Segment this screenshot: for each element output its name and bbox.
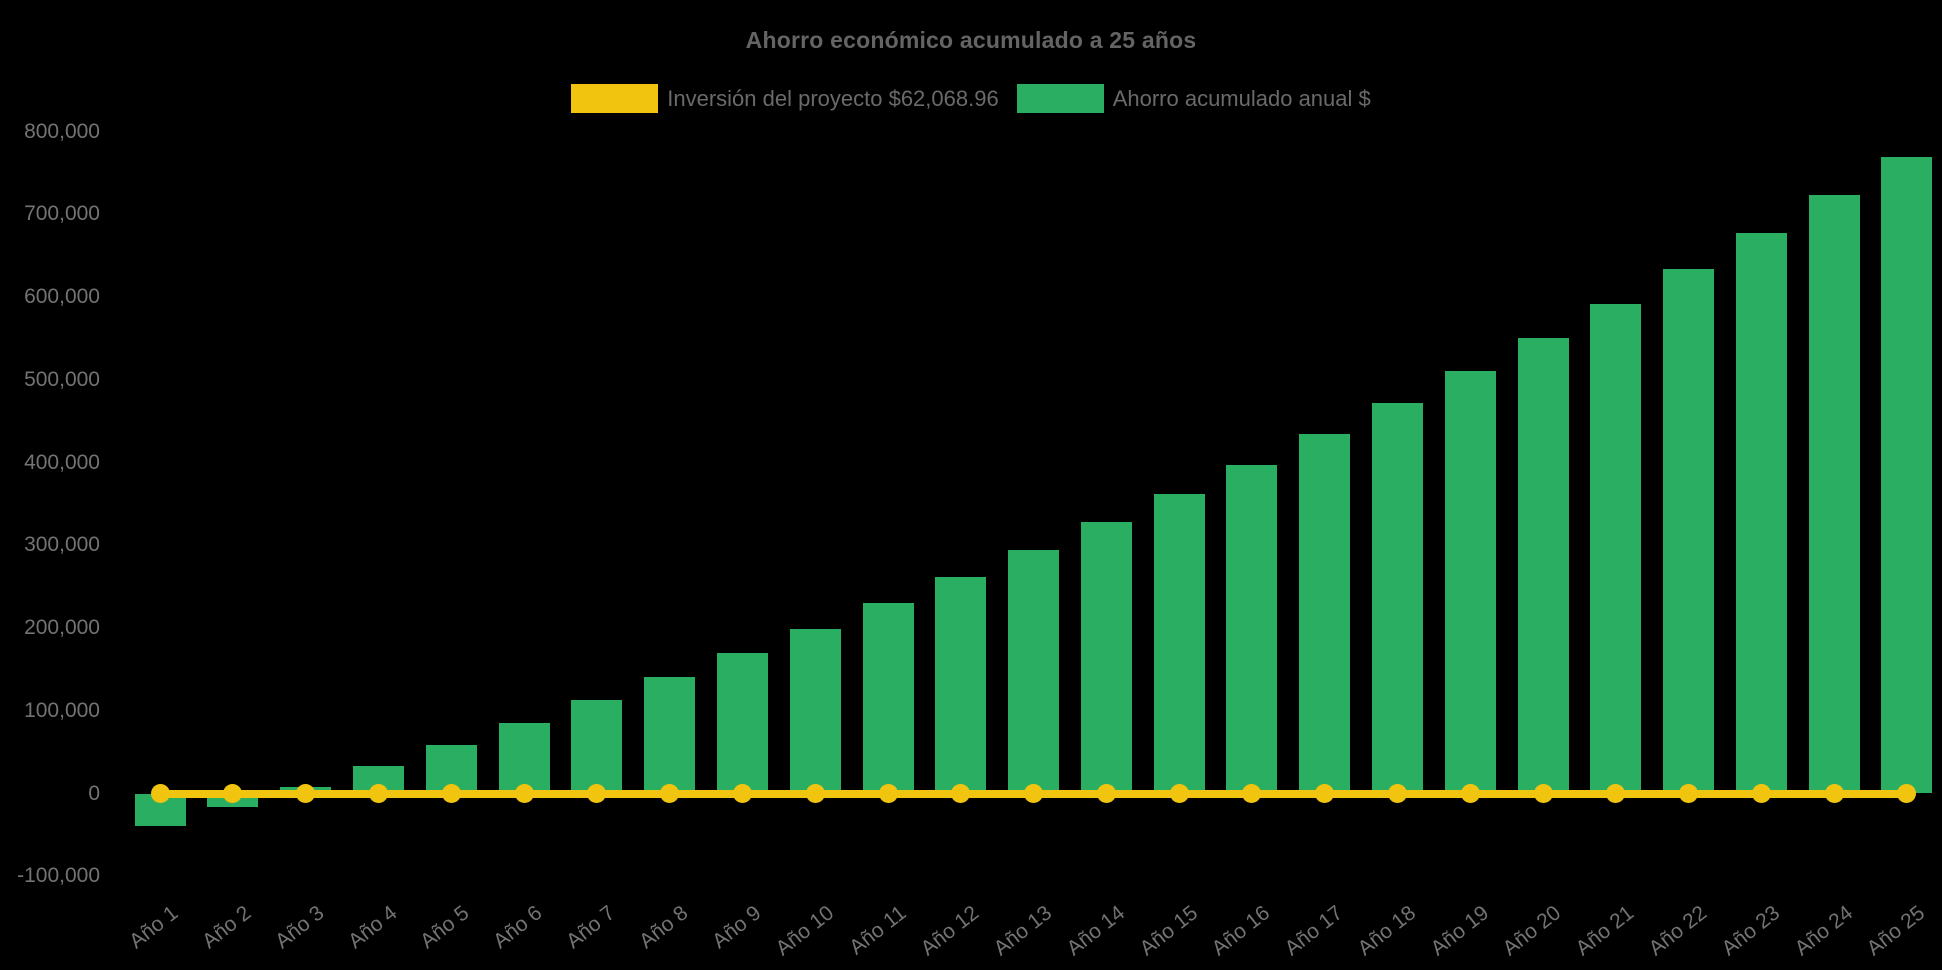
bar-ano-25[interactable] — [1881, 156, 1933, 794]
investment-point-ano-3[interactable] — [296, 784, 316, 803]
x-tick-label-ano-19: Año 19 — [1426, 901, 1493, 961]
investment-point-ano-20[interactable] — [1533, 784, 1553, 803]
investment-point-ano-9[interactable] — [732, 784, 752, 803]
x-tick-label-ano-6: Año 6 — [489, 901, 547, 954]
investment-point-ano-21[interactable] — [1606, 784, 1626, 803]
x-tick-label-ano-20: Año 20 — [1498, 901, 1566, 961]
x-tick-label-ano-12: Año 12 — [916, 901, 984, 961]
legend-item-inversion[interactable]: Inversión del proyecto $62,068.96 — [571, 84, 999, 113]
x-tick-label-ano-18: Año 18 — [1353, 901, 1421, 961]
x-tick-label-ano-13: Año 13 — [989, 901, 1057, 961]
investment-point-ano-5[interactable] — [441, 784, 461, 803]
investment-point-ano-19[interactable] — [1460, 784, 1480, 803]
bar-ano-16[interactable] — [1226, 464, 1278, 794]
legend-label: Inversión del proyecto $62,068.96 — [667, 85, 999, 111]
bar-ano-19[interactable] — [1444, 370, 1496, 794]
investment-point-ano-7[interactable] — [587, 784, 607, 803]
x-tick-label-ano-5: Año 5 — [416, 901, 474, 954]
bar-ano-23[interactable] — [1735, 232, 1787, 794]
investment-point-ano-17[interactable] — [1315, 784, 1335, 803]
investment-point-ano-13[interactable] — [1024, 784, 1044, 803]
x-tick-label-ano-3: Año 3 — [270, 901, 329, 954]
bar-ano-17[interactable] — [1299, 434, 1351, 794]
x-tick-label-ano-14: Año 14 — [1062, 901, 1129, 961]
y-tick-label: -100,000 — [17, 864, 100, 888]
x-tick-label-ano-2: Año 2 — [198, 901, 256, 954]
x-tick-label-ano-1: Año 1 — [125, 901, 183, 954]
investment-point-ano-22[interactable] — [1679, 784, 1699, 803]
investment-point-ano-15[interactable] — [1169, 784, 1189, 803]
y-tick-label: 400,000 — [24, 450, 100, 474]
y-tick-label: 500,000 — [24, 367, 100, 391]
bar-ano-15[interactable] — [1153, 493, 1205, 794]
bar-ano-20[interactable] — [1517, 337, 1569, 794]
x-tick-label-ano-4: Año 4 — [343, 901, 402, 954]
y-tick-label: 700,000 — [24, 202, 100, 226]
chart-title: Ahorro económico acumulado a 25 años — [745, 27, 1197, 53]
legend-item-ahorro[interactable]: Ahorro acumulado anual $ — [1016, 84, 1371, 113]
bar-ano-24[interactable] — [1808, 195, 1860, 794]
bar-ano-10[interactable] — [789, 628, 841, 794]
investment-point-ano-10[interactable] — [805, 784, 825, 803]
investment-point-ano-16[interactable] — [1242, 784, 1262, 803]
investment-point-ano-12[interactable] — [951, 784, 971, 803]
x-tick-label-ano-11: Año 11 — [845, 901, 911, 960]
y-tick-label: 100,000 — [24, 698, 100, 722]
legend-swatch — [1016, 84, 1104, 113]
legend-label: Ahorro acumulado anual $ — [1112, 85, 1371, 111]
x-tick-label-ano-22: Año 22 — [1644, 901, 1712, 961]
investment-point-ano-23[interactable] — [1751, 784, 1771, 803]
investment-point-ano-14[interactable] — [1096, 784, 1116, 803]
x-tick-label-ano-24: Año 24 — [1790, 901, 1857, 961]
bar-ano-21[interactable] — [1590, 303, 1642, 794]
bar-ano-11[interactable] — [862, 603, 914, 794]
legend-swatch — [571, 84, 659, 113]
x-tick-label-ano-25: Año 25 — [1862, 901, 1930, 961]
investment-point-ano-11[interactable] — [878, 784, 898, 803]
y-tick-label: 600,000 — [24, 285, 100, 308]
investment-point-ano-8[interactable] — [660, 784, 680, 803]
y-tick-label: 0 — [88, 781, 100, 805]
x-tick-label-ano-23: Año 23 — [1717, 901, 1784, 961]
investment-point-ano-18[interactable] — [1387, 784, 1407, 803]
y-tick-label: 800,000 — [24, 119, 100, 143]
y-tick-label: 300,000 — [24, 533, 100, 557]
bar-ano-18[interactable] — [1371, 403, 1423, 794]
investment-point-ano-25[interactable] — [1897, 784, 1917, 803]
x-tick-label-ano-9: Año 9 — [707, 901, 765, 954]
bar-ano-7[interactable] — [571, 700, 623, 794]
x-tick-label-ano-7: Año 7 — [562, 901, 620, 954]
bar-ano-8[interactable] — [644, 677, 696, 794]
investment-point-ano-6[interactable] — [514, 784, 534, 803]
investment-point-ano-2[interactable] — [223, 784, 243, 803]
bar-ano-14[interactable] — [1080, 522, 1132, 794]
bar-ano-12[interactable] — [935, 577, 987, 794]
y-tick-label: 200,000 — [24, 616, 100, 639]
x-tick-label-ano-8: Año 8 — [634, 901, 693, 954]
investment-point-ano-4[interactable] — [369, 784, 389, 803]
x-tick-label-ano-15: Año 15 — [1135, 901, 1202, 961]
x-tick-label-ano-10: Año 10 — [771, 901, 838, 961]
investment-point-ano-1[interactable] — [150, 784, 170, 803]
bar-ano-13[interactable] — [1008, 550, 1060, 794]
x-tick-label-ano-17: Año 17 — [1280, 901, 1348, 961]
bar-ano-6[interactable] — [498, 722, 550, 794]
chart-legend: Inversión del proyecto $62,068.96 Ahorro … — [0, 84, 1942, 113]
bar-ano-9[interactable] — [716, 653, 768, 794]
investment-point-ano-24[interactable] — [1824, 784, 1844, 803]
x-tick-label-ano-21: Año 21 — [1571, 901, 1639, 961]
bar-ano-22[interactable] — [1663, 268, 1715, 794]
x-tick-label-ano-16: Año 16 — [1207, 901, 1275, 961]
